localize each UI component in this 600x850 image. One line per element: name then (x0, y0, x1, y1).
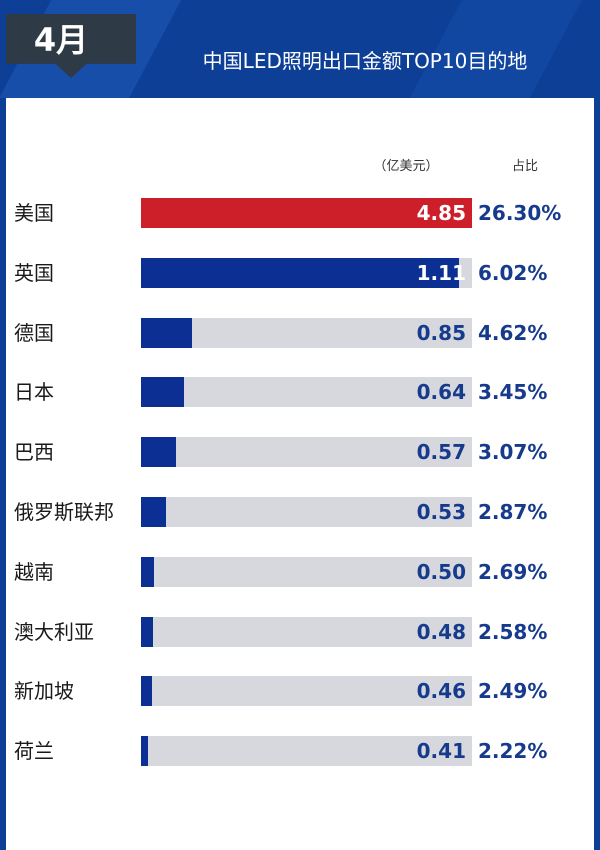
bar-row: 英国 1.11 6.02% (0, 257, 600, 289)
value-label: 0.64 (416, 380, 466, 404)
category-label: 越南 (14, 560, 54, 584)
card-border-right (594, 98, 600, 850)
category-label: 荷兰 (14, 739, 54, 763)
bar-track (141, 318, 472, 348)
bar (141, 617, 153, 647)
share-column-label: 占比 (511, 159, 538, 174)
bar-row: 澳大利亚 0.48 2.58% (0, 616, 600, 648)
header-band: 4月 中国LED照明出口金额TOP10目的地 (0, 0, 600, 98)
bar (141, 676, 152, 706)
category-label: 巴西 (14, 440, 54, 464)
category-label: 新加坡 (14, 679, 74, 703)
chart-title: 中国LED照明出口金额TOP10目的地 (202, 49, 528, 73)
share-label: 6.02% (478, 261, 548, 285)
bar-row: 新加坡 0.46 2.49% (0, 675, 600, 707)
bar (141, 736, 148, 766)
value-label: 0.41 (416, 739, 466, 763)
bar-track (141, 497, 472, 527)
category-label: 日本 (14, 380, 54, 404)
value-label: 0.46 (416, 679, 466, 703)
share-label: 2.87% (478, 500, 548, 524)
value-label: 0.85 (416, 321, 466, 345)
bar-row: 美国 4.85 26.30% (0, 197, 600, 229)
value-label: 1.11 (416, 261, 466, 285)
category-label: 澳大利亚 (14, 620, 94, 644)
share-label: 2.69% (478, 560, 548, 584)
bar (141, 377, 184, 407)
share-label: 2.49% (478, 679, 548, 703)
category-label: 德国 (14, 321, 54, 345)
value-label: 0.48 (416, 620, 466, 644)
category-label: 英国 (14, 261, 54, 285)
share-label: 2.22% (478, 739, 548, 763)
value-label: 0.53 (416, 500, 466, 524)
bar (141, 557, 154, 587)
bar (141, 198, 472, 228)
month-label: 4月 (33, 21, 89, 59)
bar-row: 日本 0.64 3.45% (0, 376, 600, 408)
bar-row: 巴西 0.57 3.07% (0, 436, 600, 468)
bar-row: 荷兰 0.41 2.22% (0, 735, 600, 767)
share-label: 4.62% (478, 321, 548, 345)
bar-track (141, 617, 472, 647)
bar (141, 437, 176, 467)
category-label: 俄罗斯联邦 (14, 500, 114, 524)
bar-row: 德国 0.85 4.62% (0, 317, 600, 349)
bar-row: 越南 0.50 2.69% (0, 556, 600, 588)
bar-row: 俄罗斯联邦 0.53 2.87% (0, 496, 600, 528)
bar-track (141, 557, 472, 587)
share-label: 3.07% (478, 440, 548, 464)
bar-track (141, 437, 472, 467)
value-label: 0.57 (416, 440, 466, 464)
category-label: 美国 (14, 201, 54, 225)
bar-track (141, 377, 472, 407)
bar-track (141, 736, 472, 766)
card-border-left (0, 98, 6, 850)
share-label: 26.30% (478, 201, 562, 225)
unit-label: （亿美元） (373, 159, 439, 174)
value-label: 0.50 (416, 560, 466, 584)
bar-track (141, 676, 472, 706)
bar (141, 318, 192, 348)
bar (141, 258, 459, 288)
bar (141, 497, 166, 527)
share-label: 2.58% (478, 620, 548, 644)
value-label: 4.85 (416, 201, 466, 225)
share-label: 3.45% (478, 380, 548, 404)
